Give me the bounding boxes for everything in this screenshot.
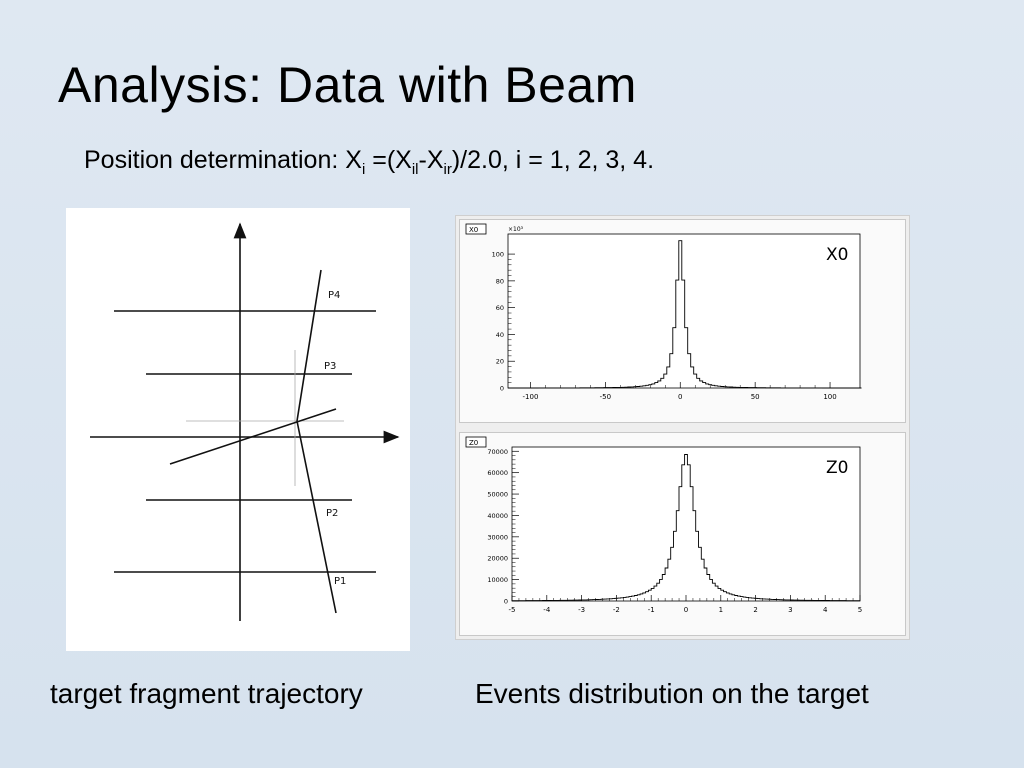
histogram-curve xyxy=(511,454,860,602)
y-tick-label: 40000 xyxy=(487,512,508,520)
histogram-z0-frame: Z0 -5 -4 -3 -2 -1 0 1 2 3 4 5 0 10000 20000 30000 40000 5… xyxy=(459,432,906,636)
formula-suffix: )/2.0, i = 1, 2, 3, 4. xyxy=(451,146,655,174)
histogram-tag: Z0 xyxy=(469,439,478,447)
label-p2: P2 xyxy=(326,508,338,519)
x-tick-label: -3 xyxy=(578,606,585,614)
formula-prefix: Position determination: X xyxy=(84,146,362,174)
x-tick-label: 5 xyxy=(858,606,862,614)
trajectory-upper xyxy=(296,269,322,422)
y-tick-label: 30000 xyxy=(487,533,508,541)
y-tick-label: 10000 xyxy=(487,576,508,584)
x-tick-label: -100 xyxy=(523,393,539,401)
trajectory-lower xyxy=(296,420,337,614)
formula-eq: =(X xyxy=(365,146,412,174)
histogram-tag-box: X0 xyxy=(465,223,487,235)
x-tick-label: 3 xyxy=(788,606,792,614)
label-p1: P1 xyxy=(334,576,346,587)
x-tick-label: 0 xyxy=(678,393,682,401)
y-tick-label: 60000 xyxy=(487,469,508,477)
x-tick-label: -4 xyxy=(543,606,551,614)
x-tick-label: 1 xyxy=(719,606,723,614)
histogram-panel: X0 -100 -50 0 50 100 0 20 40 60 80 100 ×10³ X0 Z0 -5 -4… xyxy=(455,215,910,640)
formula-sub-il: il xyxy=(411,161,419,178)
y-tick-label: 0 xyxy=(500,385,504,393)
y-tick-label: 50000 xyxy=(487,491,508,499)
label-p3: P3 xyxy=(324,361,336,372)
formula-minus: -X xyxy=(418,146,444,174)
y-tick-label: 20 xyxy=(496,358,504,366)
x-tick-label: -50 xyxy=(600,393,611,401)
plot-area xyxy=(507,233,861,389)
y-tick-label: 80 xyxy=(496,277,504,285)
x-tick-label: 2 xyxy=(753,606,757,614)
caption-trajectory: target fragment trajectory xyxy=(50,678,363,709)
histogram-z0: Z0 -5 -4 -3 -2 -1 0 1 2 3 4 5 0 10000 20000 30000 40000 5… xyxy=(465,436,862,614)
formula-sub-i: i xyxy=(361,161,366,178)
histogram-x0: X0 -100 -50 0 50 100 0 20 40 60 80 100 ×10³ X0 xyxy=(465,223,862,401)
histogram-label: Z0 xyxy=(826,458,848,478)
slide-title: Analysis: Data with Beam xyxy=(58,57,637,113)
histogram-x0-frame: X0 -100 -50 0 50 100 0 20 40 60 80 100 ×10³ X0 xyxy=(459,219,906,423)
caption-distribution: Events distribution on the target xyxy=(475,678,869,709)
x-tick-label: -2 xyxy=(613,606,620,614)
x-tick-label: -1 xyxy=(648,606,655,614)
y-tick-label: 70000 xyxy=(487,448,508,456)
y-tick-label: 0 xyxy=(504,598,508,606)
x-tick-label: 50 xyxy=(751,393,760,401)
trajectory-diagram: P4 P3 P2 P1 xyxy=(66,208,410,651)
histogram-tag: X0 xyxy=(469,226,478,234)
y-exponent-label: ×10³ xyxy=(508,226,524,233)
formula-sub-ir: ir xyxy=(443,161,452,178)
y-tick-label: 100 xyxy=(492,251,504,259)
position-formula: Position determination: Xi =(Xil-Xir)/2.… xyxy=(84,146,654,178)
y-tick-label: 40 xyxy=(496,331,504,339)
x-tick-label: -5 xyxy=(509,606,516,614)
x-tick-label: 0 xyxy=(684,606,688,614)
label-p4: P4 xyxy=(328,290,340,301)
histogram-tag-box: Z0 xyxy=(465,436,487,448)
trajectory-svg: P4 P3 P2 P1 xyxy=(90,222,400,621)
histogram-label: X0 xyxy=(826,245,848,265)
y-tick-label: 60 xyxy=(496,304,504,312)
histogram-curve xyxy=(508,240,862,389)
beam-line xyxy=(169,408,337,465)
x-tick-label: 100 xyxy=(823,393,836,401)
plot-area xyxy=(511,446,861,602)
x-tick-label: 4 xyxy=(823,606,828,614)
y-tick-label: 20000 xyxy=(487,555,508,563)
